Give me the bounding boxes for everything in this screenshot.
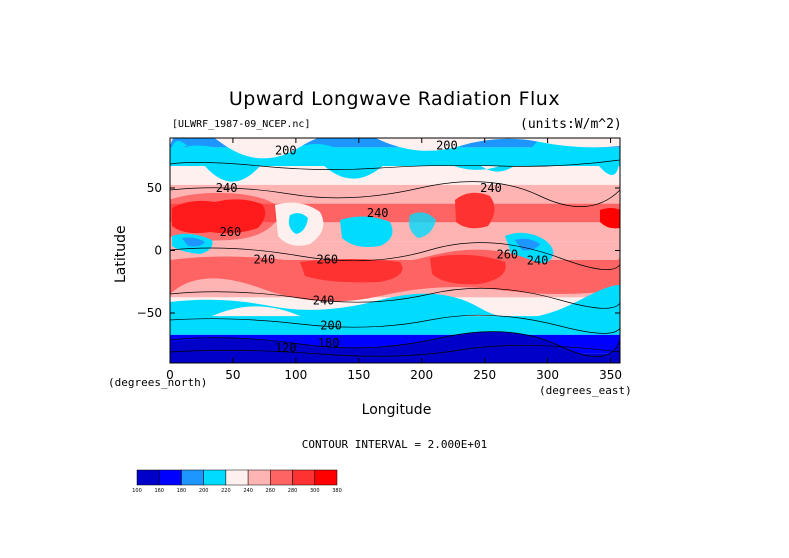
contour-label: 120 — [275, 341, 297, 355]
contour-label: 200 — [436, 139, 458, 153]
flux-band — [170, 184, 620, 204]
x-tick-label: 300 — [536, 368, 559, 382]
y-tick-label: 0 — [154, 244, 162, 258]
x-tick-label: 250 — [473, 368, 496, 382]
legend-swatch — [158, 469, 182, 486]
y-axis: 50 0 −50 — [137, 181, 620, 320]
legend-swatch — [292, 469, 316, 486]
contour-label: 240 — [254, 252, 276, 266]
contour-lines — [170, 159, 620, 358]
contour-label: 240 — [216, 181, 238, 195]
flux-band — [170, 166, 620, 185]
legend-swatch — [314, 469, 338, 486]
legend-level-label: 240 — [243, 488, 253, 494]
x-tick-label: 350 — [599, 368, 622, 382]
file-label: [ULWRF_1987-09_NCEP.nc] — [172, 119, 311, 130]
x-axis: 0 50 100 150 200 250 300 350 — [166, 138, 622, 382]
x-unit-label: (degrees_east) — [539, 384, 632, 397]
x-axis-title: Longitude — [361, 402, 432, 418]
x-tick-label: 0 — [166, 368, 174, 382]
x-tick-label: 50 — [225, 368, 240, 382]
legend-swatch — [181, 469, 204, 486]
contour-label: 260 — [316, 252, 338, 266]
contour-interval: CONTOUR INTERVAL = 2.000E+01 — [301, 438, 488, 451]
y-tick-label: 50 — [147, 181, 162, 195]
legend-swatch — [136, 469, 160, 486]
y-tick-label: −50 — [137, 306, 162, 320]
legend-level-label: 100 — [132, 488, 142, 494]
contour-label: 200 — [320, 319, 342, 333]
contour-label: 200 — [275, 144, 297, 158]
y-unit-label: (degrees_north) — [108, 376, 208, 389]
legend-level-label: 220 — [221, 488, 231, 494]
y-axis-title: Latitude — [113, 225, 129, 283]
legend-swatch — [203, 469, 227, 486]
legend-swatch — [225, 469, 249, 486]
legend-level-label: 300 — [310, 488, 320, 494]
colorbar-legend: 100 160 180 200 220 240 260 280 300 380 — [132, 469, 342, 494]
contour-label: 240 — [527, 254, 549, 268]
contour-label: 260 — [220, 225, 242, 239]
legend-level-label: 180 — [177, 488, 187, 494]
contour-label: 240 — [313, 294, 335, 308]
contour-labels: 200 200 240 240 240 260 240 260 260 240 240 200 180 1… — [216, 139, 549, 356]
chart-title: Upward Longwave Radiation Flux — [228, 88, 561, 110]
legend-swatch — [270, 469, 293, 486]
x-tick-label: 150 — [347, 368, 370, 382]
legend-level-label: 380 — [332, 488, 342, 494]
flux-patches — [170, 138, 620, 363]
contour-label: 260 — [496, 247, 518, 261]
x-tick-label: 100 — [284, 368, 307, 382]
contour-label: 240 — [480, 181, 502, 195]
legend-swatch — [247, 469, 271, 486]
legend-level-label: 160 — [154, 488, 164, 494]
contour-label: 180 — [318, 336, 340, 350]
legend-level-label: 280 — [288, 488, 298, 494]
x-tick-label: 200 — [410, 368, 433, 382]
contour-label: 240 — [367, 206, 389, 220]
units-label: (units:W/m^2) — [520, 117, 622, 132]
legend-level-label: 260 — [266, 488, 276, 494]
legend-level-label: 200 — [199, 488, 209, 494]
